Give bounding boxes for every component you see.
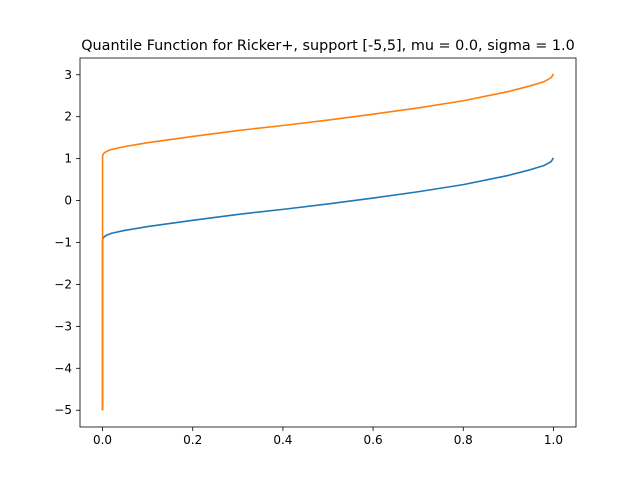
x-tick-label: 0.2 <box>183 433 202 447</box>
y-tick-label: −2 <box>54 277 72 291</box>
x-tick-label: 0.0 <box>93 433 112 447</box>
y-tick-label: −4 <box>54 361 72 375</box>
y-tick-label: −5 <box>54 403 72 417</box>
x-tick-label: 1.0 <box>544 433 563 447</box>
y-tick-label: −3 <box>54 319 72 333</box>
series-line-1 <box>101 157 555 411</box>
y-tick-label: 3 <box>64 68 72 82</box>
y-tick-label: 0 <box>64 194 72 208</box>
y-tick-label: 2 <box>64 110 72 124</box>
chart-title: Quantile Function for Ricker+, support [… <box>81 38 575 54</box>
plot-frame <box>79 57 577 428</box>
x-tick-label: 0.6 <box>364 433 383 447</box>
x-tick-label: 0.4 <box>273 433 292 447</box>
y-tick-label: 1 <box>64 152 72 166</box>
x-axis: 0.0 0.2 0.4 0.6 0.8 1.0 <box>93 427 563 447</box>
x-tick-label: 0.8 <box>454 433 473 447</box>
plot-lines <box>101 73 555 411</box>
y-tick-label: −1 <box>54 236 72 250</box>
y-axis: −5 −4 −3 −2 −1 0 1 2 3 <box>54 68 80 417</box>
series-line-2 <box>101 73 555 411</box>
